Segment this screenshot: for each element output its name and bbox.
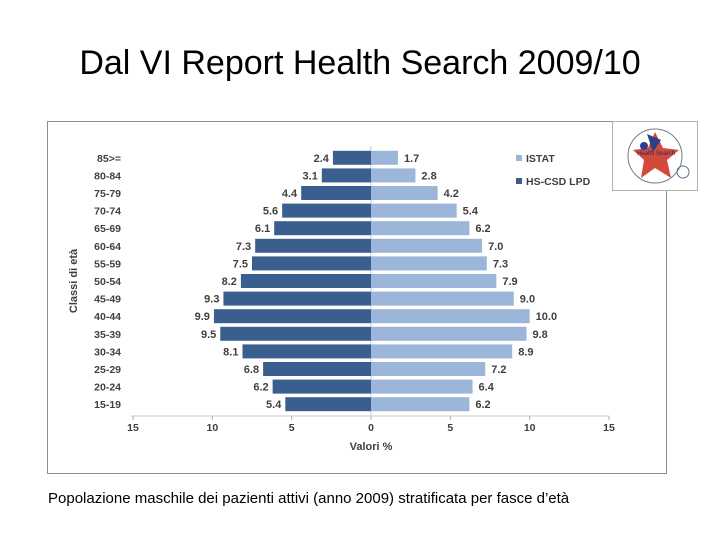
bar-hs-csd-lpd bbox=[274, 221, 371, 236]
category-label: 15-19 bbox=[94, 399, 121, 411]
data-label-right: 2.8 bbox=[421, 170, 436, 182]
bar-hs-csd-lpd bbox=[242, 344, 371, 359]
legend-label: ISTAT bbox=[526, 153, 555, 165]
category-label: 60-64 bbox=[94, 241, 121, 253]
bar-istat bbox=[371, 326, 527, 341]
bar-istat bbox=[371, 238, 483, 253]
x-tick-label: 5 bbox=[447, 422, 453, 434]
category-label: 70-74 bbox=[94, 206, 121, 218]
bar-hs-csd-lpd bbox=[332, 150, 371, 165]
bar-hs-csd-lpd bbox=[272, 379, 371, 394]
data-label-left: 5.4 bbox=[266, 399, 282, 411]
data-label-left: 6.8 bbox=[244, 364, 259, 376]
x-tick-label: 10 bbox=[524, 422, 536, 434]
data-label-left: 6.1 bbox=[255, 223, 270, 235]
data-label-right: 7.9 bbox=[502, 276, 517, 288]
category-label: 75-79 bbox=[94, 188, 121, 200]
x-tick-label: 5 bbox=[289, 422, 295, 434]
x-tick-label: 10 bbox=[206, 422, 218, 434]
data-label-left: 3.1 bbox=[303, 170, 318, 182]
data-label-right: 8.9 bbox=[518, 346, 533, 358]
category-label: 85>= bbox=[97, 153, 121, 165]
bar-hs-csd-lpd bbox=[285, 397, 371, 412]
x-tick-label: 15 bbox=[127, 422, 139, 434]
bar-hs-csd-lpd bbox=[263, 362, 371, 376]
bar-hs-csd-lpd bbox=[213, 309, 371, 324]
bar-hs-csd-lpd bbox=[220, 326, 371, 341]
data-label-left: 7.5 bbox=[233, 258, 248, 270]
bar-hs-csd-lpd bbox=[252, 256, 371, 271]
bar-hs-csd-lpd bbox=[255, 238, 371, 253]
data-label-right: 4.2 bbox=[444, 188, 459, 200]
bar-istat bbox=[371, 379, 473, 394]
x-axis-title: Valori % bbox=[350, 441, 393, 453]
bar-istat bbox=[371, 344, 513, 359]
category-label: 35-39 bbox=[94, 329, 121, 341]
data-label-right: 5.4 bbox=[463, 206, 479, 218]
x-tick-label: 0 bbox=[368, 422, 374, 434]
chart-caption: Popolazione maschile dei pazienti attivi… bbox=[48, 490, 570, 507]
legend-label: HS-CSD LPD bbox=[526, 176, 591, 188]
category-label: 55-59 bbox=[94, 258, 121, 270]
bar-istat bbox=[371, 168, 416, 183]
bar-istat bbox=[371, 397, 470, 412]
legend-swatch bbox=[516, 155, 522, 161]
health-search-logo: Health Search bbox=[612, 121, 698, 191]
bar-hs-csd-lpd bbox=[282, 203, 371, 218]
data-label-left: 5.6 bbox=[263, 206, 278, 218]
bar-hs-csd-lpd bbox=[301, 186, 371, 200]
data-label-right: 6.2 bbox=[475, 399, 490, 411]
logo-text: Health Search bbox=[637, 151, 675, 157]
data-label-right: 10.0 bbox=[536, 311, 557, 323]
category-label: 80-84 bbox=[94, 170, 121, 182]
bar-istat bbox=[371, 150, 398, 165]
logo-graphic: Health Search bbox=[627, 128, 690, 184]
data-label-left: 8.2 bbox=[222, 276, 237, 288]
data-label-right: 6.4 bbox=[479, 382, 495, 394]
bar-istat bbox=[371, 362, 486, 376]
bar-istat bbox=[371, 186, 438, 200]
data-label-left: 6.2 bbox=[253, 382, 268, 394]
data-label-left: 2.4 bbox=[314, 153, 330, 165]
data-label-right: 7.2 bbox=[491, 364, 506, 376]
data-label-left: 9.9 bbox=[195, 311, 210, 323]
bar-istat bbox=[371, 291, 514, 306]
bar-istat bbox=[371, 203, 457, 218]
category-label: 20-24 bbox=[94, 382, 121, 394]
category-label: 65-69 bbox=[94, 223, 121, 235]
chart-frame: 85>= 2.4 1.7 80-84 3.1 2.8 75-79 4.4 4.2 70-74 5.6… bbox=[47, 121, 667, 474]
category-label: 45-49 bbox=[94, 294, 121, 306]
data-label-left: 8.1 bbox=[223, 346, 238, 358]
category-label: 40-44 bbox=[94, 311, 121, 323]
bar-hs-csd-lpd bbox=[321, 168, 371, 183]
data-label-right: 9.0 bbox=[520, 294, 535, 306]
bar-istat bbox=[371, 274, 497, 288]
bar-hs-csd-lpd bbox=[240, 274, 371, 288]
data-label-right: 1.7 bbox=[404, 153, 419, 165]
category-label: 25-29 bbox=[94, 364, 121, 376]
slide-title: Dal VI Report Health Search 2009/10 bbox=[79, 44, 641, 82]
population-pyramid-chart: 85>= 2.4 1.7 80-84 3.1 2.8 75-79 4.4 4.2 70-74 5.6… bbox=[68, 146, 615, 453]
bar-istat bbox=[371, 309, 530, 324]
data-label-left: 9.5 bbox=[201, 329, 216, 341]
y-axis-title: Classi di età bbox=[68, 248, 80, 313]
data-label-right: 6.2 bbox=[475, 223, 490, 235]
legend-swatch bbox=[516, 178, 522, 184]
category-label: 30-34 bbox=[94, 346, 121, 358]
data-label-left: 4.4 bbox=[282, 188, 298, 200]
data-label-left: 7.3 bbox=[236, 241, 251, 253]
x-tick-label: 15 bbox=[603, 422, 615, 434]
bar-istat bbox=[371, 221, 470, 236]
category-label: 50-54 bbox=[94, 276, 121, 288]
bar-hs-csd-lpd bbox=[223, 291, 371, 306]
data-label-left: 9.3 bbox=[204, 294, 219, 306]
data-label-right: 9.8 bbox=[532, 329, 547, 341]
bar-istat bbox=[371, 256, 487, 271]
data-label-right: 7.0 bbox=[488, 241, 503, 253]
data-label-right: 7.3 bbox=[493, 258, 508, 270]
